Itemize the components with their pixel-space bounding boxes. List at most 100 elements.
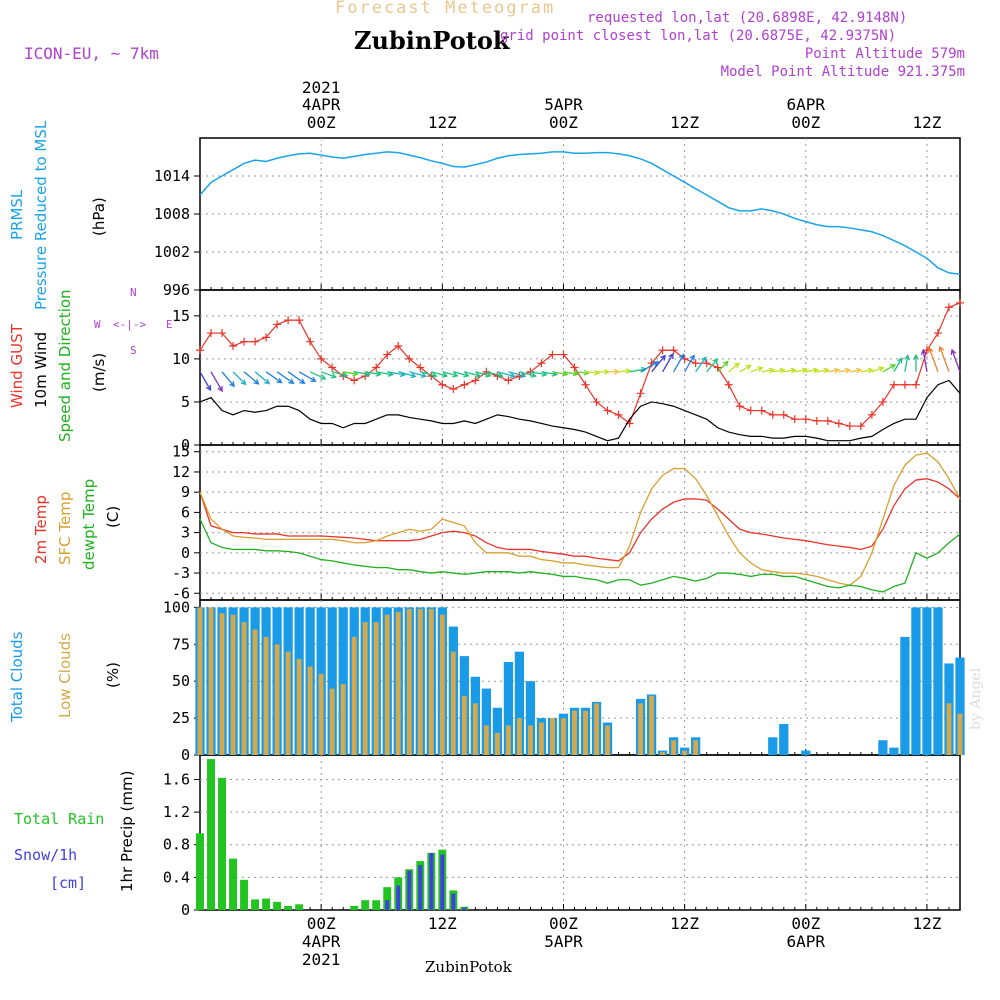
wind-arrow [728,362,740,373]
wind-arrow [398,371,416,378]
wind-arrow-head [897,357,903,364]
y-tick-label: 75 [172,635,190,653]
y-tick-label: -3 [172,564,190,582]
gust-marker [262,333,271,342]
bar-low-clouds [461,695,467,755]
bar-snow [440,854,445,910]
wind-arrow [409,371,426,377]
gust-marker [680,354,689,363]
bar-total-clouds [338,607,348,755]
time-label-top-hour: 12Z [670,113,699,132]
bar-total-clouds [481,688,492,755]
wind-arrow-head [745,364,752,371]
wind-arrow-head [844,367,852,374]
time-label-top-year: 2021 [302,78,341,97]
wind-arrow-head [768,367,776,374]
panel-frame-2 [199,289,961,446]
gust-marker [273,320,282,329]
wind-arrow-head [689,354,695,361]
wind-arrow-head [520,372,527,379]
compass-n: N [130,286,137,299]
gust-marker [669,346,678,355]
wind-arrow-head [625,368,632,375]
wind-arrow [893,358,903,373]
y-tick-label: 0.4 [163,868,190,886]
wind-arrow-head [530,372,537,378]
gust-marker [251,337,260,346]
wind-arrow-head [833,367,841,374]
bar-total-clouds [327,607,337,755]
bar-low-clouds [197,607,203,755]
bar-low-clouds [605,725,610,755]
wind-arrow-head [264,378,271,385]
gust-marker [570,363,579,372]
gust-marker [735,402,744,411]
bar-low-clouds [561,718,566,755]
gust-marker [394,341,403,350]
y-tick-label: 100 [163,598,190,616]
compass-w: W [94,318,101,331]
wind-arrow [332,371,348,377]
bar-low-clouds [274,644,280,755]
time-label-bottom-hour: 12Z [670,914,699,933]
wind-arrow-head [950,348,957,356]
bar-total-clouds [955,657,965,755]
wind-arrow-head [927,346,934,353]
time-label-top-hour: 00Z [307,113,336,132]
wind-arrow-head [779,367,786,374]
gust-marker [956,298,964,307]
gust-marker [713,363,722,372]
wind-arrow [849,369,861,373]
wind-arrow [475,371,491,377]
bar-total-clouds [779,724,789,755]
wind-arrow [541,371,557,376]
wind-arrow-head [497,372,504,378]
wind-arrow-head [276,377,283,384]
gust-marker [295,316,304,325]
bar-rain [350,905,359,910]
bar-snow [462,907,467,910]
bar-rain [284,905,293,910]
wind-arrow [210,371,223,392]
p5-label-snow: Snow/1h [14,846,78,864]
wind-arrow [629,368,647,373]
bar-snow [429,852,434,910]
bar-low-clouds [384,614,390,755]
gust-marker [691,359,700,368]
gust-marker [581,380,590,389]
time-label-top-hour: 12Z [428,113,457,132]
wind-arrow [805,369,818,373]
panel-frame-5 [199,754,961,911]
gust-marker [768,410,777,419]
bar-low-clouds [539,722,544,755]
gust-marker [834,419,843,428]
wind-arrow [651,355,666,373]
wind-arrow-head [757,366,764,372]
wind-arrow [794,369,807,373]
bar-total-clouds [525,681,536,755]
time-label-bottom-year: 2021 [302,950,341,969]
bar-low-clouds [594,703,599,755]
wind-arrow [563,371,578,375]
compass-s: S [130,344,137,357]
gust-marker [537,359,546,368]
wind-arrow [552,371,568,376]
y-tick-label: 6 [181,503,190,521]
wind-arrow [387,371,405,376]
bar-low-clouds [362,622,368,755]
wind-arrow-head [474,372,482,378]
wind-arrow-head [712,358,719,365]
bar-low-clouds [472,703,478,755]
bar-total-clouds [503,662,514,755]
bar-low-clouds [406,608,412,755]
point-altitude: Point Altitude 579m [804,46,965,62]
wind-arrow [519,371,536,377]
wind-arrow [585,371,599,374]
gust-marker [559,350,568,359]
wind-arrow [243,371,259,385]
y-tick-label: 0.8 [163,836,190,854]
series-t2m [199,478,961,562]
bar-low-clouds [373,622,379,755]
y-tick-label: 50 [172,672,190,690]
bar-rain [218,777,226,910]
